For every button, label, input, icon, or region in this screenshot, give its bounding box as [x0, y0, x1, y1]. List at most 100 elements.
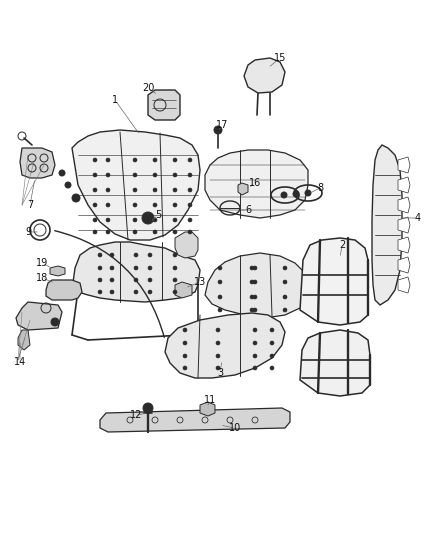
Circle shape: [270, 366, 274, 370]
Circle shape: [98, 253, 102, 257]
Polygon shape: [148, 90, 180, 120]
Circle shape: [218, 295, 222, 299]
Circle shape: [51, 318, 59, 326]
Circle shape: [218, 308, 222, 312]
Text: 1: 1: [112, 95, 118, 105]
Text: 19: 19: [36, 258, 48, 268]
Text: 20: 20: [142, 83, 154, 93]
Circle shape: [133, 158, 137, 162]
Circle shape: [214, 126, 222, 134]
Circle shape: [173, 218, 177, 222]
Circle shape: [183, 328, 187, 332]
Polygon shape: [200, 402, 215, 416]
Circle shape: [270, 328, 274, 332]
Circle shape: [283, 295, 287, 299]
Polygon shape: [18, 330, 30, 350]
Circle shape: [93, 188, 97, 192]
Polygon shape: [165, 313, 285, 378]
Circle shape: [253, 366, 257, 370]
Circle shape: [250, 266, 254, 270]
Polygon shape: [398, 157, 410, 173]
Circle shape: [133, 218, 137, 222]
Circle shape: [183, 341, 187, 345]
Circle shape: [253, 266, 257, 270]
Circle shape: [218, 266, 222, 270]
Circle shape: [188, 218, 192, 222]
Circle shape: [281, 192, 287, 198]
Text: 2: 2: [339, 240, 345, 250]
Circle shape: [106, 203, 110, 207]
Circle shape: [253, 354, 257, 358]
Circle shape: [188, 158, 192, 162]
Circle shape: [183, 366, 187, 370]
Circle shape: [59, 170, 65, 176]
Polygon shape: [244, 58, 285, 93]
Text: 6: 6: [245, 205, 251, 215]
Circle shape: [110, 278, 114, 282]
Polygon shape: [398, 177, 410, 193]
Circle shape: [93, 218, 97, 222]
Circle shape: [65, 182, 71, 188]
Polygon shape: [300, 238, 368, 325]
Polygon shape: [398, 197, 410, 213]
Circle shape: [250, 295, 254, 299]
Circle shape: [270, 354, 274, 358]
Text: 14: 14: [14, 357, 26, 367]
Circle shape: [110, 253, 114, 257]
Polygon shape: [372, 145, 402, 305]
Circle shape: [283, 308, 287, 312]
Text: 5: 5: [155, 210, 161, 220]
Polygon shape: [72, 130, 200, 240]
Circle shape: [148, 253, 152, 257]
Circle shape: [110, 290, 114, 294]
Circle shape: [270, 341, 274, 345]
Circle shape: [153, 218, 157, 222]
Circle shape: [283, 280, 287, 284]
Circle shape: [93, 173, 97, 177]
Circle shape: [153, 203, 157, 207]
Polygon shape: [16, 302, 62, 330]
Text: 4: 4: [415, 213, 421, 223]
Polygon shape: [300, 330, 370, 396]
Circle shape: [110, 266, 114, 270]
Circle shape: [188, 203, 192, 207]
Circle shape: [305, 190, 311, 196]
Circle shape: [106, 188, 110, 192]
Circle shape: [283, 266, 287, 270]
Polygon shape: [50, 266, 65, 276]
Circle shape: [153, 158, 157, 162]
Text: 3: 3: [217, 368, 223, 378]
Circle shape: [173, 230, 177, 234]
Circle shape: [188, 230, 192, 234]
Polygon shape: [205, 150, 308, 218]
Circle shape: [133, 188, 137, 192]
Circle shape: [216, 354, 220, 358]
Text: 17: 17: [216, 120, 228, 130]
Circle shape: [93, 203, 97, 207]
Text: 13: 13: [194, 277, 206, 287]
Circle shape: [106, 158, 110, 162]
Circle shape: [153, 188, 157, 192]
Polygon shape: [398, 237, 410, 253]
Circle shape: [173, 278, 177, 282]
Circle shape: [142, 212, 154, 224]
Text: 16: 16: [249, 178, 261, 188]
Text: 12: 12: [130, 410, 142, 420]
Circle shape: [98, 266, 102, 270]
Circle shape: [98, 290, 102, 294]
Circle shape: [148, 266, 152, 270]
Circle shape: [133, 230, 137, 234]
Polygon shape: [398, 257, 410, 273]
Text: 11: 11: [204, 395, 216, 405]
Polygon shape: [175, 282, 192, 298]
Polygon shape: [238, 183, 248, 195]
Circle shape: [133, 203, 137, 207]
Circle shape: [253, 341, 257, 345]
Polygon shape: [100, 408, 290, 432]
Circle shape: [173, 253, 177, 257]
Circle shape: [173, 158, 177, 162]
Circle shape: [216, 366, 220, 370]
Circle shape: [253, 280, 257, 284]
Circle shape: [173, 173, 177, 177]
Circle shape: [134, 278, 138, 282]
